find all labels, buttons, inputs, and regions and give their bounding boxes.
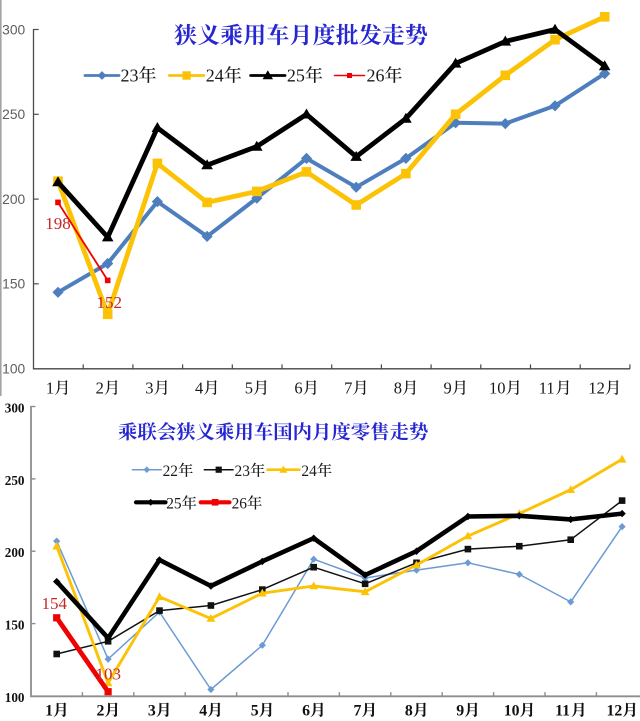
svg-text:24: 24 — [301, 463, 317, 480]
svg-text:250: 250 — [2, 107, 25, 122]
svg-text:23: 23 — [235, 463, 251, 480]
svg-text:250: 250 — [5, 473, 25, 488]
svg-text:5: 5 — [251, 703, 259, 720]
svg-text:4: 4 — [195, 379, 203, 398]
svg-text:152: 152 — [96, 293, 122, 312]
svg-text:8: 8 — [394, 379, 402, 398]
svg-text:150: 150 — [5, 618, 25, 633]
svg-text:103: 103 — [96, 665, 122, 684]
svg-text:100: 100 — [2, 361, 25, 376]
svg-text:154: 154 — [41, 594, 67, 613]
svg-text:3: 3 — [145, 379, 153, 398]
svg-text:4: 4 — [199, 703, 207, 720]
svg-text:3: 3 — [148, 703, 156, 720]
svg-text:150: 150 — [2, 277, 25, 292]
svg-text:2: 2 — [97, 703, 105, 720]
svg-text:6: 6 — [302, 703, 310, 720]
svg-text:25: 25 — [287, 66, 305, 86]
svg-text:7: 7 — [344, 379, 352, 398]
svg-text:2: 2 — [96, 379, 104, 398]
svg-text:300: 300 — [5, 400, 25, 415]
svg-text:11: 11 — [539, 379, 555, 398]
svg-text:9: 9 — [444, 379, 452, 398]
svg-text:1: 1 — [45, 703, 53, 720]
svg-text:23: 23 — [121, 66, 139, 86]
svg-text:12: 12 — [588, 379, 605, 398]
svg-text:12: 12 — [607, 703, 623, 720]
svg-text:11: 11 — [555, 703, 570, 720]
svg-text:22: 22 — [163, 463, 178, 480]
svg-text:6: 6 — [294, 379, 302, 398]
svg-text:24: 24 — [206, 66, 224, 86]
svg-text:8: 8 — [405, 703, 413, 720]
svg-text:200: 200 — [5, 545, 25, 560]
svg-text:26: 26 — [367, 66, 385, 86]
svg-text:25: 25 — [166, 495, 182, 512]
svg-text:100: 100 — [5, 690, 25, 705]
svg-text:26: 26 — [232, 495, 248, 512]
svg-text:200: 200 — [2, 192, 25, 207]
svg-text:5: 5 — [245, 379, 253, 398]
svg-text:198: 198 — [45, 214, 71, 233]
svg-text:10: 10 — [504, 703, 520, 720]
svg-text:7: 7 — [354, 703, 362, 720]
svg-text:1: 1 — [46, 379, 54, 398]
svg-text:10: 10 — [489, 379, 506, 398]
svg-text:9: 9 — [456, 703, 464, 720]
svg-text:300: 300 — [2, 22, 25, 37]
